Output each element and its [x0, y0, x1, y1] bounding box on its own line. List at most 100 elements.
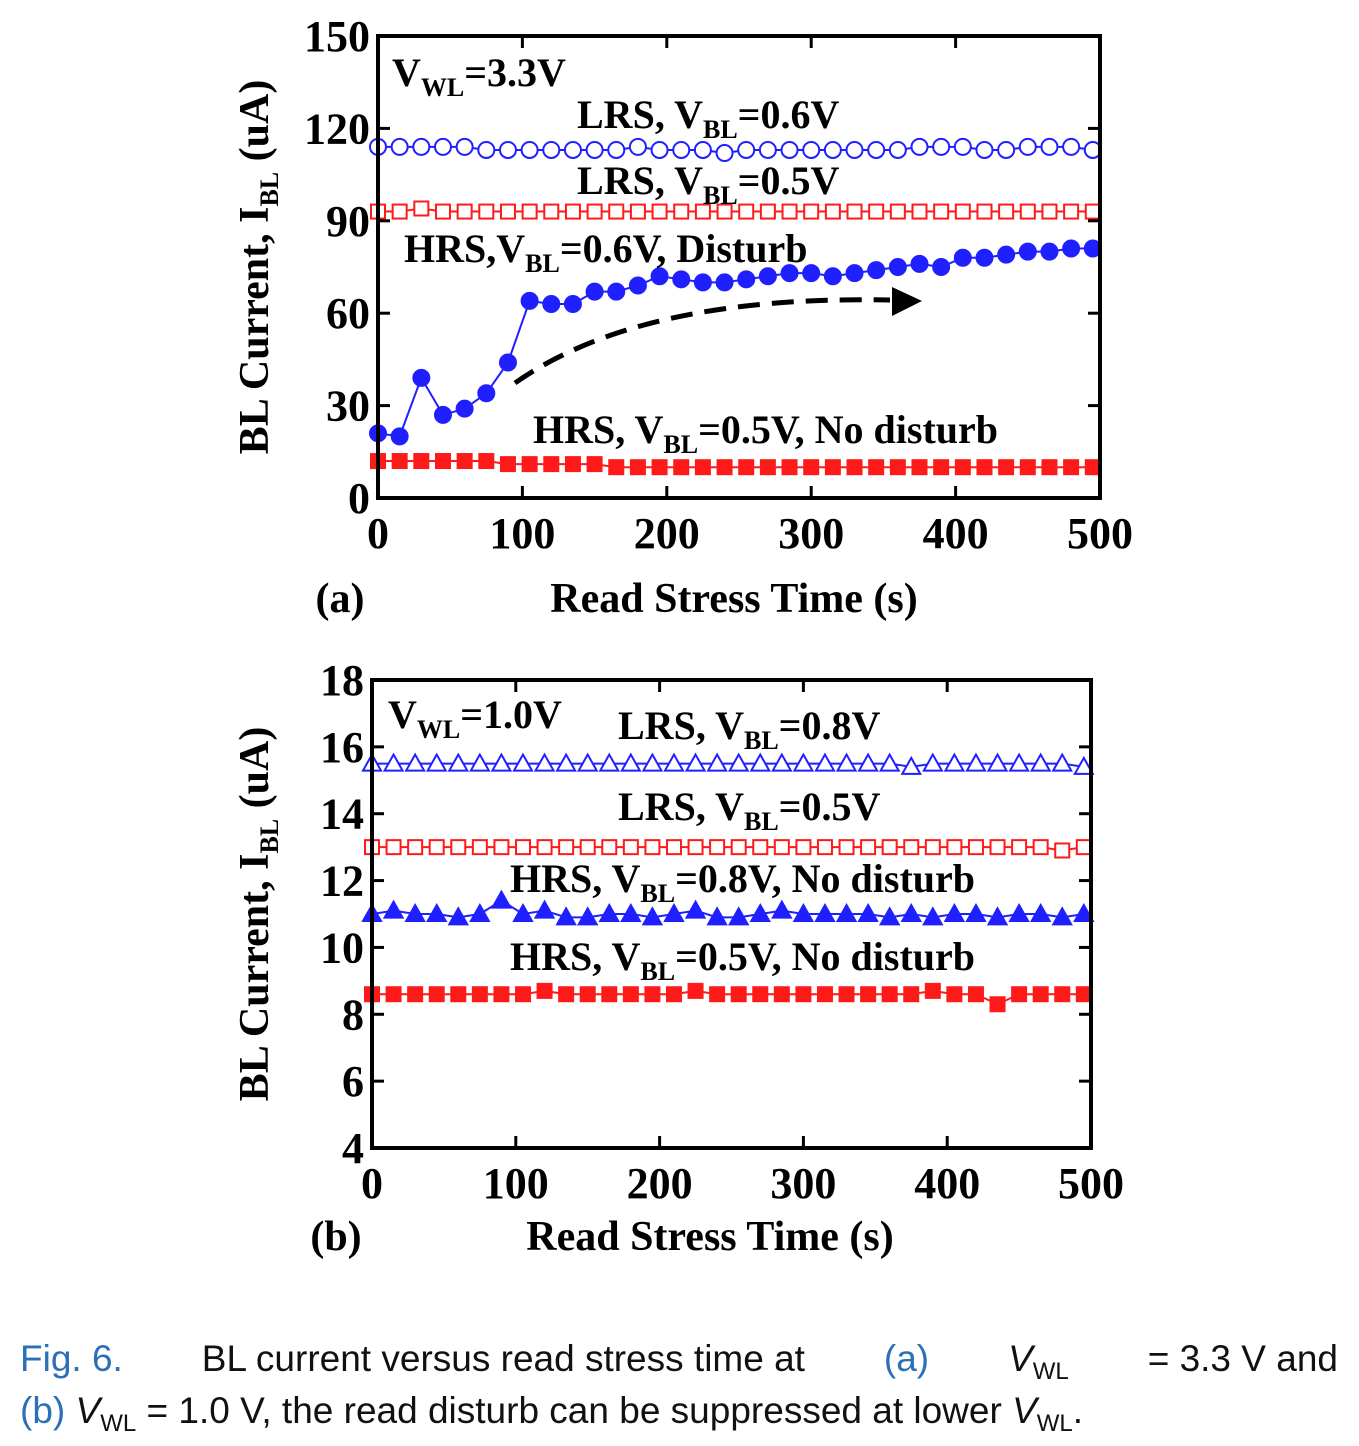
data-point [773, 986, 790, 1003]
data-point [533, 899, 556, 919]
data-point [922, 752, 944, 772]
data-point [730, 839, 747, 856]
data-point [1075, 839, 1092, 856]
x-tick-label: 300 [778, 509, 844, 558]
data-point [650, 140, 669, 159]
caption-eq-1: = 3.3 V and [1147, 1338, 1338, 1379]
y-tick-label: 6 [342, 1057, 364, 1106]
data-point [903, 839, 920, 856]
data-point [967, 986, 984, 1003]
series-line [378, 207, 1093, 213]
data-point [687, 839, 704, 856]
data-point [601, 986, 618, 1003]
data-point [1041, 203, 1058, 220]
data-point [407, 839, 424, 856]
data-point [780, 264, 799, 283]
annotation-hrs-05-b: HRS, VBL=0.5V, No disturb [510, 934, 975, 986]
y-tick-label: 150 [304, 12, 370, 61]
data-point [622, 839, 639, 856]
data-point [1019, 459, 1036, 476]
data-point [781, 459, 798, 476]
data-point [390, 427, 409, 446]
data-point [976, 203, 993, 220]
y-tick-label: 120 [304, 104, 370, 153]
data-point [493, 986, 510, 1003]
y-tick-label: 60 [326, 289, 370, 338]
data-point [953, 248, 972, 267]
data-point [563, 294, 582, 313]
data-point [989, 839, 1006, 856]
x-axis-label-b: Read Stress Time (s) [526, 1214, 894, 1260]
y-tick-label: 0 [348, 474, 370, 523]
data-point [965, 752, 987, 772]
data-point [1051, 752, 1073, 772]
data-point [889, 203, 906, 220]
data-point [434, 453, 451, 470]
data-point [586, 456, 603, 473]
data-point [687, 982, 704, 999]
data-point [498, 140, 517, 159]
data-point [868, 203, 885, 220]
caption-vwl-2: VWL [75, 1390, 137, 1437]
caption-end: . [1072, 1390, 1084, 1431]
trend-arrow [513, 297, 891, 386]
series-line [378, 460, 1093, 469]
data-point [946, 839, 963, 856]
caption-line-2: (b) VWL = 1.0 V, the read disturb can be… [20, 1387, 1338, 1439]
data-point [521, 456, 538, 473]
chart-panel-b: 0 100 200 300 400 500 4 6 8 10 12 14 16 18 VWL=1.0V L… [232, 656, 1124, 1260]
data-point [816, 986, 833, 1003]
data-point [986, 752, 1009, 772]
data-point [1062, 239, 1081, 258]
data-point [450, 839, 467, 856]
data-point [954, 203, 971, 220]
series-4 [364, 982, 1092, 1013]
data-point [564, 203, 581, 220]
data-point [512, 902, 534, 922]
y-tick-label: 8 [342, 990, 364, 1039]
data-point [1084, 459, 1101, 476]
data-point [738, 203, 755, 220]
data-point [967, 839, 984, 856]
data-point [860, 986, 877, 1003]
data-point [585, 140, 604, 159]
series-3 [369, 239, 1102, 446]
plot-marks-a [369, 137, 1102, 476]
data-point [404, 752, 426, 772]
data-point [608, 203, 625, 220]
data-point [867, 140, 886, 159]
data-point [1073, 902, 1095, 922]
data-point [404, 902, 426, 922]
chart-panel-a: 0 100 200 300 400 500 0 30 60 90 120 150 VWL=3.3V L… [232, 12, 1133, 622]
data-point [758, 140, 777, 159]
axis-ticks-b: 0 100 200 300 400 500 4 6 8 10 12 14 16 18 [320, 656, 1124, 1208]
data-point [673, 459, 690, 476]
plot-frame-a [376, 34, 1102, 500]
data-point [413, 200, 430, 217]
data-point [693, 140, 712, 159]
data-point [867, 261, 886, 280]
data-point [933, 459, 950, 476]
data-point [706, 752, 728, 772]
data-point [564, 456, 581, 473]
annotation-hrs-08-b: HRS, VBL=0.8V, No disturb [510, 856, 975, 908]
caption-line-1: Fig. 6. BL current versus read stress ti… [20, 1335, 1338, 1387]
data-point [455, 399, 474, 418]
data-point [536, 839, 553, 856]
data-point [579, 986, 596, 1003]
data-point [771, 752, 793, 772]
data-point [814, 902, 836, 922]
data-point [542, 140, 561, 159]
data-point [1011, 986, 1028, 1003]
y-tick-label: 4 [342, 1124, 364, 1173]
data-point [391, 453, 408, 470]
series-1 [369, 137, 1102, 163]
data-point [620, 902, 642, 922]
data-point [824, 459, 841, 476]
data-point [889, 459, 906, 476]
data-point [607, 282, 626, 301]
data-point [684, 752, 707, 772]
data-point [802, 264, 821, 283]
data-point [998, 203, 1015, 220]
